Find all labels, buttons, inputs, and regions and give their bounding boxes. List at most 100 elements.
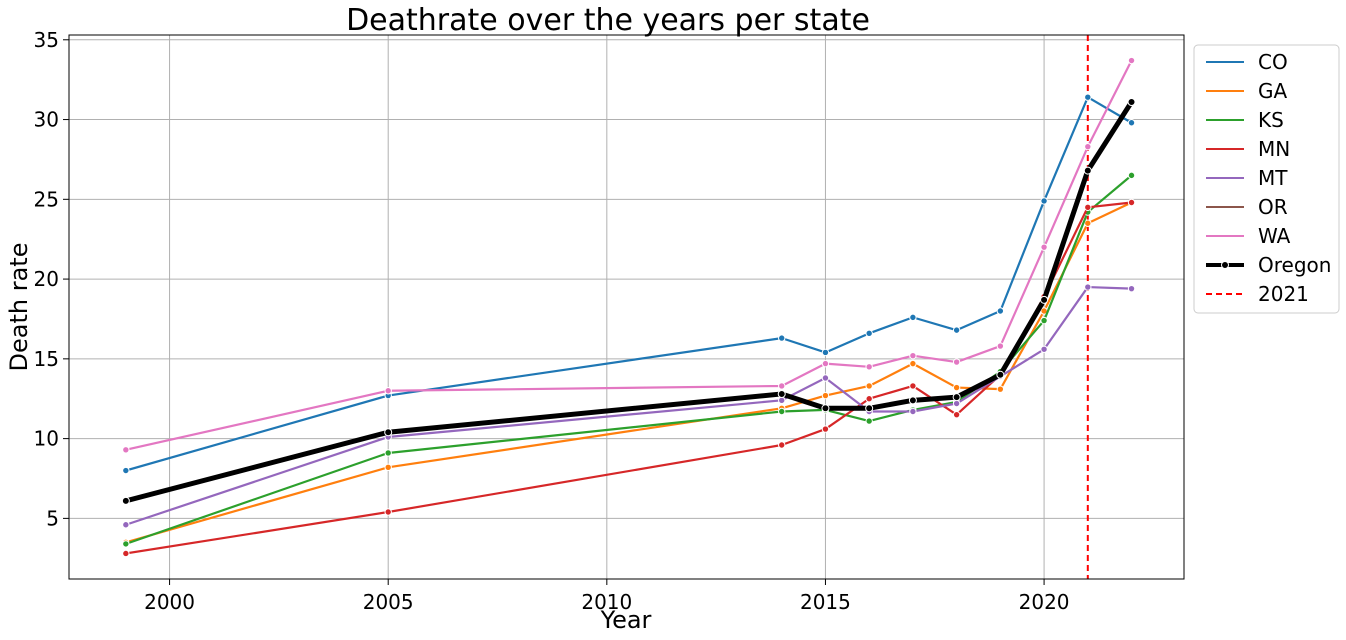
x-tick-label: 2015 xyxy=(800,590,851,614)
plot-frame xyxy=(68,34,1185,580)
y-tick-label: 35 xyxy=(34,28,59,52)
point-oregon-2022 xyxy=(1127,98,1136,107)
point-oregon-1999 xyxy=(121,496,130,505)
point-mt-1999 xyxy=(122,521,130,529)
point-wa-2015 xyxy=(821,359,830,368)
point-mn-2015 xyxy=(821,425,830,433)
y-axis-label: Death rate xyxy=(5,243,33,372)
legend-label-co: CO xyxy=(1258,50,1288,74)
legend-label-2021: 2021 xyxy=(1258,282,1309,306)
point-ga-2016 xyxy=(865,382,873,390)
point-ga-2005 xyxy=(384,463,392,472)
legend-label-ga: GA xyxy=(1258,79,1287,103)
point-co-2018 xyxy=(952,326,961,334)
point-mn-2021 xyxy=(1084,203,1092,211)
point-wa-2018 xyxy=(952,358,961,366)
point-ga-2018 xyxy=(952,383,961,392)
legend-item-co: CO xyxy=(1206,50,1288,74)
point-mn-2022 xyxy=(1127,198,1136,207)
point-oregon-2020 xyxy=(1040,295,1049,304)
legend-item-mt: MT xyxy=(1206,166,1288,190)
legend-item-ga: GA xyxy=(1206,79,1287,103)
point-mt-2022 xyxy=(1127,284,1136,293)
y-tick-label: 25 xyxy=(34,187,59,211)
legend-label-ks: KS xyxy=(1258,108,1284,132)
point-wa-2022 xyxy=(1127,56,1136,65)
x-axis-label: Year xyxy=(600,606,652,634)
point-oregon-2018 xyxy=(952,393,961,402)
legend-label-mt: MT xyxy=(1258,166,1288,190)
series-oregon xyxy=(121,98,1136,505)
point-wa-2019 xyxy=(996,342,1005,350)
point-wa-2016 xyxy=(865,363,873,371)
point-ks-2005 xyxy=(384,449,392,457)
y-tick-label: 30 xyxy=(34,108,59,132)
point-mn-2014 xyxy=(778,441,786,449)
point-co-2017 xyxy=(909,313,917,322)
x-ticks: 2000 2005 2010 2015 2020 xyxy=(144,579,1070,614)
point-ks-2014 xyxy=(778,407,786,416)
point-wa-2014 xyxy=(778,382,786,390)
y-tick-label: 5 xyxy=(46,506,59,530)
point-mt-2017 xyxy=(909,407,917,416)
point-mn-2005 xyxy=(384,508,392,516)
point-co-2021 xyxy=(1084,93,1092,101)
legend-label-mn: MN xyxy=(1258,137,1290,161)
grid xyxy=(69,35,1184,579)
legend-label-oregon: Oregon xyxy=(1258,253,1331,277)
point-ks-2016 xyxy=(865,417,873,425)
point-ga-2015 xyxy=(821,391,830,400)
point-mt-2018 xyxy=(952,399,961,408)
point-wa-2021 xyxy=(1084,142,1092,151)
y-tick-label: 15 xyxy=(34,347,59,371)
legend-box xyxy=(1193,44,1340,314)
series-line-oregon xyxy=(125,100,1134,504)
x-tick-label: 2010 xyxy=(581,590,632,614)
series-line-mn xyxy=(125,201,1132,555)
series-ga xyxy=(122,198,1136,547)
point-oregon-2015 xyxy=(821,404,830,413)
point-mt-2014 xyxy=(778,396,786,405)
chart-title: Deathrate over the years per state xyxy=(346,3,870,38)
x-tick-label: 2005 xyxy=(363,590,414,614)
point-co-2022 xyxy=(1127,119,1136,127)
point-oregon-2017 xyxy=(908,396,917,405)
series-line-mt xyxy=(125,285,1132,526)
legend-item-or: OR xyxy=(1206,195,1288,219)
point-mt-2015 xyxy=(821,374,830,382)
series-line-or xyxy=(125,101,1133,502)
point-ks-2020 xyxy=(1040,316,1048,325)
x-tick-label: 2000 xyxy=(144,590,195,614)
point-wa-2017 xyxy=(909,351,917,360)
legend-item-2021: 2021 xyxy=(1206,282,1309,306)
point-co-2014 xyxy=(778,334,786,342)
legend-item-oregon: Oregon xyxy=(1206,253,1331,277)
point-mn-2016 xyxy=(865,395,873,403)
point-oregon-2016 xyxy=(865,404,874,413)
point-co-2015 xyxy=(821,348,830,357)
point-oregon-2014 xyxy=(777,389,786,398)
x-tick-label: 2020 xyxy=(1019,590,1070,614)
point-wa-2005 xyxy=(384,387,392,395)
legend-item-mn: MN xyxy=(1206,137,1290,161)
legend: CO GA KS MN MT OR WA Oregon 2021 xyxy=(1193,44,1340,314)
point-co-2019 xyxy=(996,307,1005,315)
point-co-2020 xyxy=(1040,197,1048,205)
legend-item-wa: WA xyxy=(1206,224,1291,248)
point-ks-2022 xyxy=(1127,171,1136,180)
legend-label-wa: WA xyxy=(1258,224,1291,248)
point-mt-2021 xyxy=(1084,283,1092,291)
y-tick-label: 10 xyxy=(34,427,59,451)
point-ks-1999 xyxy=(122,540,130,548)
point-ga-2021 xyxy=(1084,219,1092,227)
point-oregon-2005 xyxy=(384,428,393,437)
point-wa-2020 xyxy=(1040,243,1048,251)
series-layer xyxy=(121,56,1136,558)
point-ga-2019 xyxy=(996,385,1005,393)
point-co-2016 xyxy=(865,329,873,338)
legend-label-or: OR xyxy=(1258,195,1288,219)
point-mt-2020 xyxy=(1040,345,1048,353)
point-mn-2018 xyxy=(952,410,961,419)
y-ticks: 5 10 15 20 25 30 35 xyxy=(34,28,69,530)
